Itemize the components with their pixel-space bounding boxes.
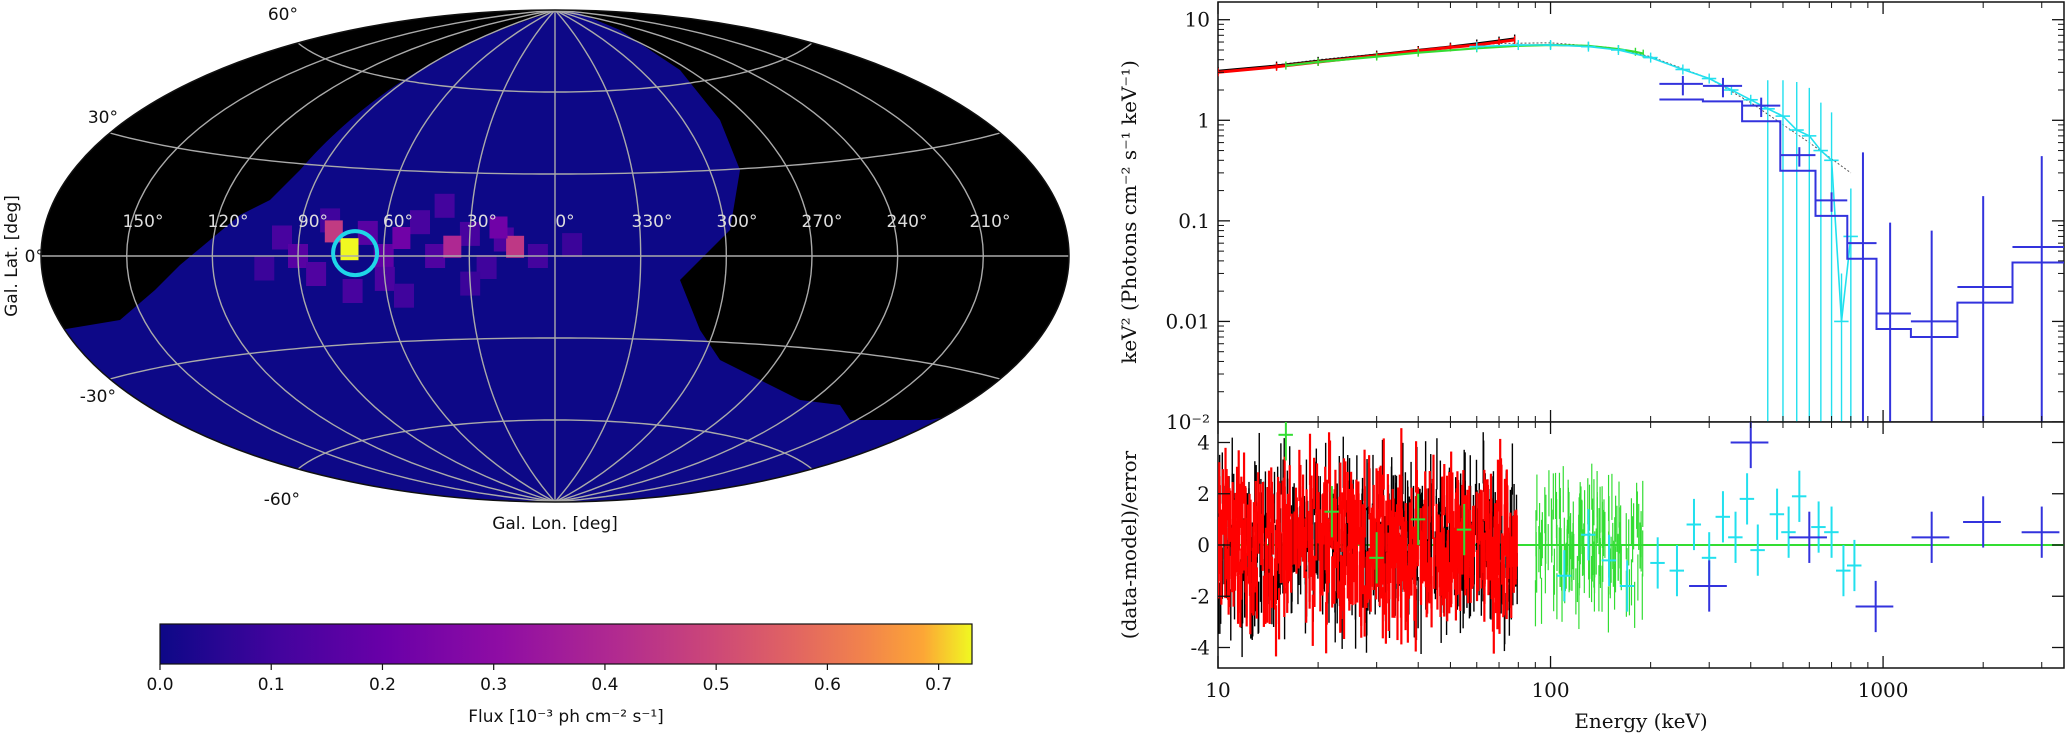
spectrum-panel: 10 1 0.1 0.01 10⁻² keV² (Photons cm⁻² s⁻¹ ke… (1117, 1, 2065, 733)
lon-label: 0° (555, 212, 574, 232)
meridian-line (554, 10, 728, 502)
meridian-line (211, 10, 556, 502)
residual-ytick-label: 0 (1197, 533, 1210, 557)
lon-label: 240° (887, 212, 928, 232)
spectrum-ytick-label: 1 (1197, 108, 1210, 132)
residual-series-blue (1689, 422, 2060, 633)
lon-label: 60° (383, 212, 413, 232)
residual-ytick-label: 2 (1197, 482, 1210, 506)
lat-label: 0° (25, 247, 44, 267)
colorbar-tick-label: 0.2 (369, 675, 396, 695)
lon-label: 270° (802, 212, 843, 232)
lon-label: 300° (717, 212, 758, 232)
spectrum-series-cyan (1469, 40, 1858, 422)
spectrum-ylabel: keV² (Photons cm⁻² s⁻¹ keV⁻¹) (1117, 60, 1141, 364)
meridian-line (554, 10, 642, 502)
faint-pixel (476, 255, 497, 279)
meridian-line (125, 10, 556, 502)
hot-pixel (506, 235, 525, 258)
residual-cloud-green (1534, 463, 1644, 633)
spectrum-frame (1217, 1, 2065, 423)
sky-grid (41, 10, 1069, 502)
colorbar-tick-label: 0.0 (146, 675, 173, 695)
lon-tick-labels: 150° 120° 90° 60° 30° 0° 330° 300° 270° … (123, 212, 1011, 232)
colorbar-tick-label: 0.6 (814, 675, 841, 695)
lon-label: 120° (208, 212, 249, 232)
meridian-line (297, 10, 556, 502)
lat-label: -60° (264, 490, 300, 510)
energy-xlabel: Energy (keV) (1574, 709, 1707, 733)
spectrum-step-model (1659, 98, 2064, 338)
lat-tick-labels: 60° 30° 0° -30° -60° (25, 5, 300, 510)
lon-label: 210° (970, 212, 1011, 232)
residual-ticks: 4 2 0 -2 -4 10 100 1000 (1191, 422, 2064, 702)
colorbar-tick-label: 0.4 (591, 675, 618, 695)
faint-pixel (272, 225, 292, 250)
hot-pixel (392, 227, 411, 249)
spectrum-ytick-label: 0.01 (1165, 309, 1210, 333)
sky-ylabel: Gal. Lat. [deg] (2, 195, 22, 317)
colorbar-tick-label: 0.1 (258, 675, 285, 695)
colorbar-tick-label: 0.7 (925, 675, 952, 695)
residual-ytick-label: 4 (1197, 431, 1210, 455)
residual-ytick-label: -4 (1191, 636, 1210, 660)
meridian-line (554, 10, 985, 502)
lon-label: 30° (467, 212, 497, 232)
spectrum-ytick-label: 10 (1185, 8, 1210, 32)
spectrum-marks (1218, 34, 2064, 422)
colorbar-ticks: 0.0 0.1 0.2 0.3 0.4 0.5 0.6 0.7 (146, 664, 952, 695)
sky-map-border (40, 9, 1070, 503)
lon-label: 90° (298, 212, 328, 232)
lon-label: 150° (123, 212, 164, 232)
residual-ytick-label: -2 (1191, 584, 1210, 608)
lat-label: -30° (80, 387, 116, 407)
energy-xtick-label: 100 (1531, 678, 1569, 702)
sky-xlabel: Gal. Lon. [deg] (492, 514, 618, 534)
residual-series-cyan (1556, 470, 1862, 612)
spectrum-ytick-label: 0.1 (1178, 209, 1210, 233)
hot-pixel (443, 235, 462, 258)
spectrum-ticks: 10 1 0.1 0.01 10⁻² (1165, 2, 2064, 434)
source-circle (331, 229, 380, 278)
hot-pixel (340, 238, 359, 261)
meridian-line (554, 10, 813, 502)
residual-marks (1218, 422, 2064, 658)
faint-pixel (434, 193, 455, 218)
colorbar-tick-label: 0.3 (480, 675, 507, 695)
energy-xtick-label: 10 (1205, 678, 1230, 702)
energy-xtick-label: 1000 (1858, 678, 1909, 702)
lat-label: 30° (88, 108, 118, 128)
colorbar (159, 623, 973, 665)
residual-series-green (1278, 422, 1472, 584)
lon-label: 330° (632, 212, 673, 232)
faint-pixel (562, 233, 583, 258)
colorbar-tick-label: 0.5 (703, 675, 730, 695)
residual-ylabel: (data-model)/error (1117, 450, 1141, 639)
faint-pixel (394, 283, 414, 308)
colorbar-label: Flux [10⁻³ ph cm⁻² s⁻¹] (468, 707, 664, 727)
sky-map: 150° 120° 90° 60° 30° 0° 330° 300° 270° … (2, 5, 1070, 727)
faint-pixel (342, 279, 363, 303)
faint-pixel (410, 210, 430, 235)
spectrum-ytick-label: 10⁻² (1166, 410, 1210, 434)
meridian-line (382, 10, 556, 502)
lat-label: 60° (268, 5, 298, 25)
spectrum-series-blue (1659, 75, 2064, 422)
meridian-line (554, 10, 899, 502)
meridian-line (468, 10, 556, 502)
faint-pixel (254, 256, 275, 281)
hot-pixel (489, 216, 508, 239)
faint-pixel (306, 262, 327, 286)
